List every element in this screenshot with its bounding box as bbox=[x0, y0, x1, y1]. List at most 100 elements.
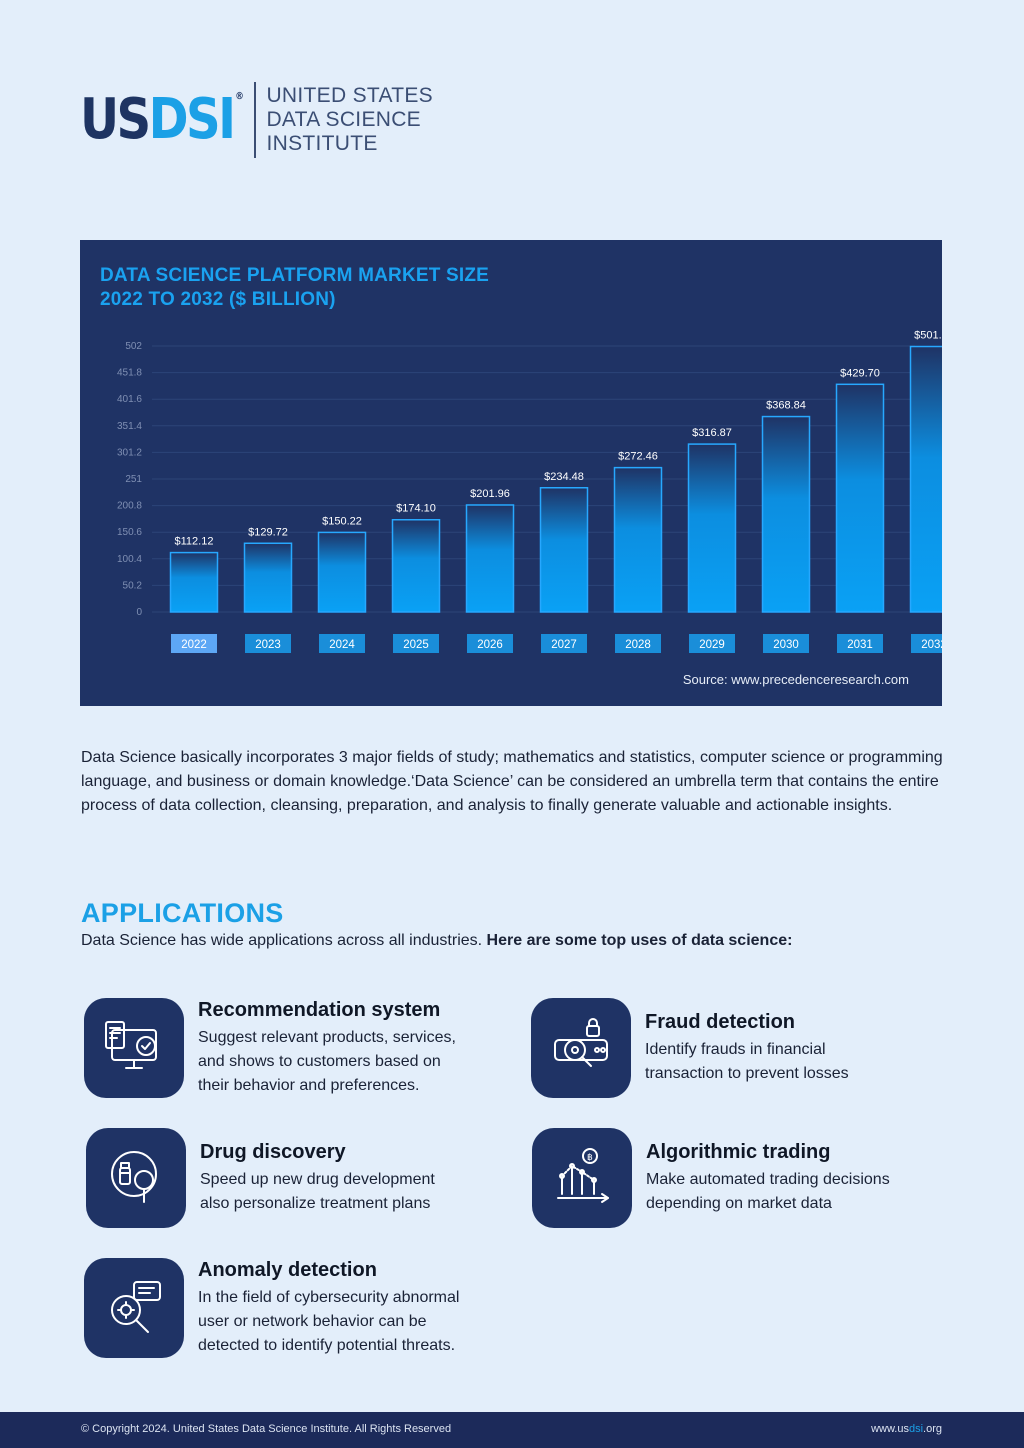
bar-value-label: $501.03 bbox=[914, 330, 942, 342]
app-desc-line: and shows to customers based on bbox=[198, 1052, 441, 1070]
x-tick-label: 2032 bbox=[921, 639, 942, 651]
footer: © Copyright 2024. United States Data Sci… bbox=[0, 1412, 1024, 1448]
x-tick-label: 2031 bbox=[847, 639, 873, 651]
bar-2028 bbox=[613, 466, 663, 613]
logo-wordmark: UNITED STATES DATA SCIENCE INSTITUTE bbox=[266, 84, 432, 156]
y-tick-label: 351.4 bbox=[117, 421, 142, 432]
app-title: Drug discovery bbox=[200, 1140, 346, 1163]
y-tick-label: 200.8 bbox=[117, 501, 142, 512]
y-tick-label: 502 bbox=[125, 341, 142, 352]
app-desc-line: also personalize treatment plans bbox=[200, 1194, 431, 1212]
bar-value-label: $368.84 bbox=[766, 400, 806, 412]
app-title: Algorithmic trading bbox=[646, 1140, 831, 1163]
app-desc-line: detected to identify potential threats. bbox=[198, 1336, 456, 1354]
app-title: Fraud detection bbox=[645, 1010, 796, 1033]
registered-mark: ® bbox=[235, 91, 244, 102]
bar-value-label: $150.22 bbox=[322, 515, 362, 527]
fraud-detection-icon bbox=[531, 998, 631, 1098]
app-description: Speed up new drug development also perso… bbox=[200, 1168, 435, 1216]
x-tick-box bbox=[393, 634, 439, 653]
applications-heading: APPLICATIONS bbox=[81, 898, 284, 928]
app-description: Identify frauds in financial transaction… bbox=[645, 1038, 849, 1086]
bar-2025 bbox=[391, 518, 441, 613]
footer-url-suffix: .org bbox=[923, 1423, 942, 1435]
bar-2024 bbox=[317, 531, 367, 613]
bar-2023 bbox=[243, 542, 293, 613]
logo-divider bbox=[254, 82, 257, 158]
market-size-chart-panel: 0 50.2 100.4 150.6 200.8 251 301.2 351.4 401.6 45… bbox=[80, 240, 942, 706]
drug-discovery-icon bbox=[86, 1128, 186, 1228]
logo-line-1: UNITED STATES bbox=[266, 84, 433, 107]
app-desc-line: Make automated trading decisions bbox=[646, 1170, 890, 1188]
x-tick-label: 2024 bbox=[329, 639, 355, 651]
app-desc-line: depending on market data bbox=[646, 1194, 832, 1212]
chart-title: DATA SCIENCE PLATFORM MARKET SIZE 2022 T… bbox=[100, 264, 489, 312]
x-tick-label: 2028 bbox=[625, 639, 651, 651]
footer-url-highlight: dsi bbox=[908, 1423, 924, 1435]
bar-value-label: $201.96 bbox=[470, 488, 510, 500]
applications-subtitle: Data Science has wide applications acros… bbox=[81, 932, 792, 950]
bar-2031 bbox=[835, 383, 885, 613]
app-desc-line: Identify frauds in financial bbox=[645, 1040, 826, 1058]
app-algorithmic-trading: ฿ Algorithmic trading Make automated tra… bbox=[532, 1128, 890, 1228]
bar-value-label: $174.10 bbox=[396, 503, 436, 515]
x-tick-box bbox=[319, 634, 365, 653]
y-tick-label: 401.6 bbox=[117, 394, 142, 405]
y-tick-label: 251 bbox=[125, 474, 142, 485]
bar-value-label: $129.72 bbox=[248, 526, 288, 538]
app-desc-line: transaction to prevent losses bbox=[645, 1064, 849, 1082]
x-tick-box bbox=[689, 634, 735, 653]
y-tick-label: 301.2 bbox=[117, 447, 142, 458]
bar-2026 bbox=[465, 504, 515, 613]
footer-copyright: © Copyright 2024. United States Data Sci… bbox=[81, 1423, 452, 1435]
y-tick-label: 100.4 bbox=[117, 554, 142, 565]
x-tick-box bbox=[541, 634, 587, 653]
x-tick-label: 2025 bbox=[403, 639, 429, 651]
x-tick-label: 2026 bbox=[477, 639, 503, 651]
app-description: Make automated trading decisions dependi… bbox=[646, 1168, 890, 1216]
anomaly-detection-icon bbox=[84, 1258, 184, 1358]
app-description: In the field of cybersecurity abnormal u… bbox=[198, 1286, 459, 1358]
recommendation-icon bbox=[84, 998, 184, 1098]
applications-subtitle-plain: Data Science has wide applications acros… bbox=[81, 932, 487, 949]
bar-value-label: $234.48 bbox=[544, 471, 584, 483]
bar-value-label: $112.12 bbox=[175, 536, 214, 548]
app-desc-line: their behavior and preferences. bbox=[198, 1076, 420, 1094]
bar-chart: 0 50.2 100.4 150.6 200.8 251 301.2 351.4 401.6 45… bbox=[117, 330, 942, 653]
y-tick-label: 50.2 bbox=[123, 580, 143, 591]
x-tick-box bbox=[171, 634, 217, 653]
chart-title-line-1: DATA SCIENCE PLATFORM MARKET SIZE bbox=[100, 265, 490, 286]
y-tick-label: 0 bbox=[136, 607, 142, 618]
bar-value-label: $429.70 bbox=[840, 367, 880, 379]
intro-paragraph: Data Science basically incorporates 3 ma… bbox=[81, 749, 943, 814]
x-tick-label: 2023 bbox=[255, 639, 281, 651]
app-desc-line: Speed up new drug development bbox=[200, 1170, 435, 1188]
logo-mark: USDSI ® bbox=[80, 92, 244, 148]
chart-title-line-2: 2022 TO 2032 ($ BILLION) bbox=[100, 289, 336, 310]
bar-2029 bbox=[687, 443, 737, 613]
app-title: Anomaly detection bbox=[198, 1258, 377, 1281]
x-tick-label: 2029 bbox=[699, 639, 725, 651]
bar-2030 bbox=[761, 415, 811, 613]
x-tick-box bbox=[763, 634, 809, 653]
app-title: Recommendation system bbox=[198, 998, 441, 1021]
svg-text:฿: ฿ bbox=[587, 1153, 593, 1163]
app-description: Suggest relevant products, services, and… bbox=[198, 1026, 456, 1098]
x-tick-label: 2022 bbox=[181, 639, 207, 651]
x-tick-box bbox=[911, 634, 942, 653]
footer-website-link[interactable]: www.usdsi.org bbox=[871, 1423, 942, 1435]
x-tick-box bbox=[245, 634, 291, 653]
y-tick-label: 150.6 bbox=[117, 527, 142, 538]
chart-source: Source: www.precedenceresearch.com bbox=[682, 672, 909, 687]
x-tick-label: 2030 bbox=[773, 639, 799, 651]
x-tick-box bbox=[615, 634, 661, 653]
bar-2027 bbox=[539, 487, 589, 613]
app-desc-line: Suggest relevant products, services, bbox=[198, 1028, 456, 1046]
bar-value-label: $272.46 bbox=[618, 451, 658, 463]
y-tick-label: 451.8 bbox=[117, 368, 142, 379]
logo-line-2: DATA SCIENCE bbox=[266, 108, 421, 131]
app-drug-discovery: Drug discovery Speed up new drug develop… bbox=[86, 1128, 435, 1228]
bar-2032 bbox=[909, 345, 942, 613]
app-desc-line: In the field of cybersecurity abnormal bbox=[198, 1288, 460, 1306]
footer-url-prefix: www.us bbox=[871, 1423, 909, 1435]
